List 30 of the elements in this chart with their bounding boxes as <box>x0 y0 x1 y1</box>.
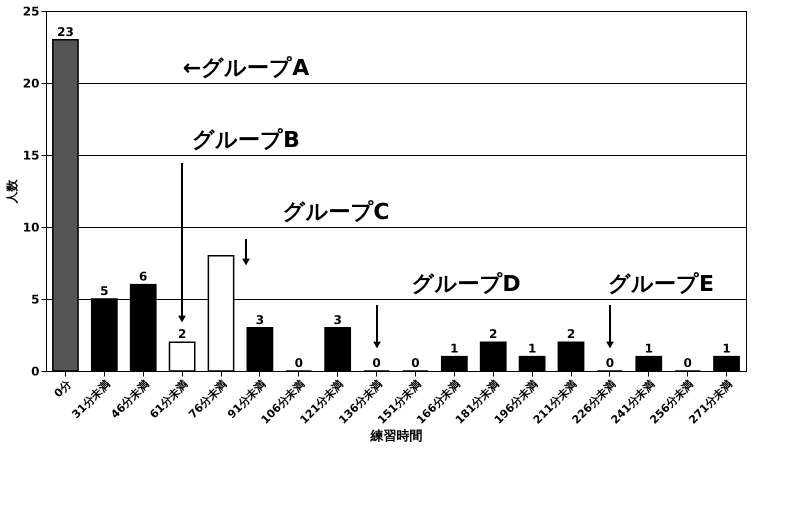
data-label: 1 <box>528 342 536 356</box>
data-label: 0 <box>411 356 420 370</box>
y-tick-label: 25 <box>22 4 40 18</box>
data-label: 1 <box>722 342 731 356</box>
data-label: 2 <box>566 327 576 342</box>
data-label: 0 <box>372 356 381 370</box>
annotation: グループD <box>411 272 521 297</box>
x-axis-title: 練習時間 <box>370 428 422 444</box>
data-label: 0 <box>294 356 303 370</box>
y-axis-title: 人数 <box>4 178 19 204</box>
data-label: 3 <box>256 312 264 327</box>
data-label: 0 <box>683 356 692 370</box>
annotation: グループB <box>192 128 300 153</box>
annotation: グループC <box>282 200 390 225</box>
y-tick-label: 10 <box>22 220 40 234</box>
data-label: 6 <box>139 270 148 284</box>
data-label: 2 <box>489 327 498 342</box>
y-tick-label: 0 <box>31 364 40 378</box>
data-label: 0 <box>606 356 614 370</box>
annotation: グループE <box>608 272 714 297</box>
y-tick-label: 5 <box>31 292 40 306</box>
y-tick-label: 20 <box>22 76 40 90</box>
y-tick-label: 15 <box>22 148 40 162</box>
data-label: 1 <box>644 342 653 356</box>
data-label: 2 <box>178 327 186 342</box>
data-label: 3 <box>333 312 342 327</box>
data-label: 5 <box>100 284 109 298</box>
annotation: ←グループA <box>182 56 310 81</box>
data-label: 1 <box>450 342 459 356</box>
data-label: 23 <box>57 24 74 39</box>
